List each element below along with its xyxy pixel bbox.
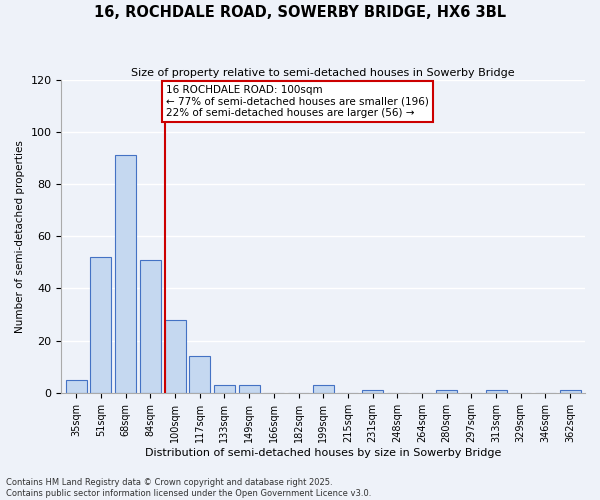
Bar: [560, 390, 581, 393]
Bar: [214, 385, 235, 393]
Bar: [164, 320, 185, 393]
Bar: [485, 390, 506, 393]
Y-axis label: Number of semi-detached properties: Number of semi-detached properties: [15, 140, 25, 332]
Text: 16, ROCHDALE ROAD, SOWERBY BRIDGE, HX6 3BL: 16, ROCHDALE ROAD, SOWERBY BRIDGE, HX6 3…: [94, 5, 506, 20]
Bar: [239, 385, 260, 393]
Bar: [115, 156, 136, 393]
Bar: [66, 380, 87, 393]
Text: 16 ROCHDALE ROAD: 100sqm
← 77% of semi-detached houses are smaller (196)
22% of : 16 ROCHDALE ROAD: 100sqm ← 77% of semi-d…: [166, 85, 428, 118]
Bar: [140, 260, 161, 393]
Bar: [362, 390, 383, 393]
Text: Contains HM Land Registry data © Crown copyright and database right 2025.
Contai: Contains HM Land Registry data © Crown c…: [6, 478, 371, 498]
Bar: [436, 390, 457, 393]
Bar: [91, 257, 112, 393]
Bar: [189, 356, 210, 393]
X-axis label: Distribution of semi-detached houses by size in Sowerby Bridge: Distribution of semi-detached houses by …: [145, 448, 502, 458]
Bar: [313, 385, 334, 393]
Title: Size of property relative to semi-detached houses in Sowerby Bridge: Size of property relative to semi-detach…: [131, 68, 515, 78]
